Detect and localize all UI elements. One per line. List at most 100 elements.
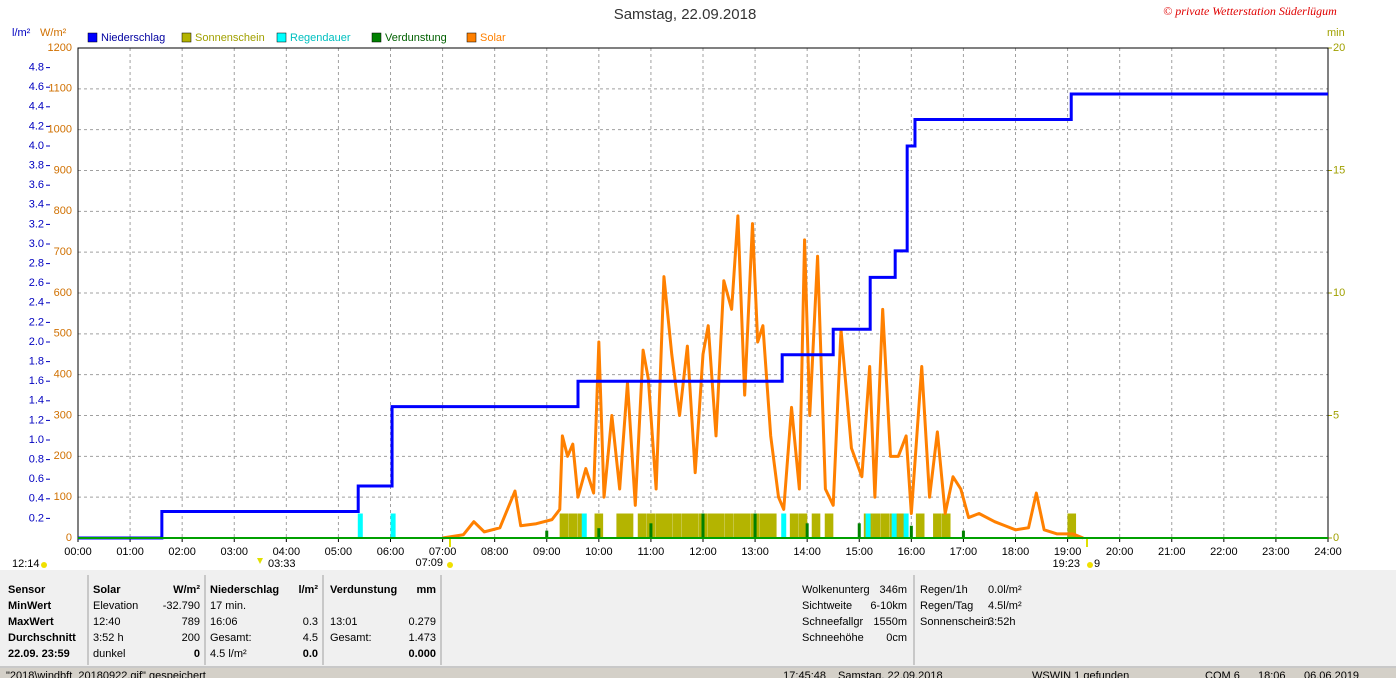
bar bbox=[767, 513, 777, 538]
x-tick-label: 08:00 bbox=[481, 546, 509, 558]
info-label: Durchschnitt bbox=[8, 632, 76, 644]
x-tick-label: 05:00 bbox=[325, 546, 353, 558]
info-label: 22.09. 23:59 bbox=[8, 648, 70, 660]
info-value: 0.3 bbox=[303, 616, 318, 628]
weather-label: Schneefallgr bbox=[802, 616, 863, 628]
x-tick-label: 07:00 bbox=[429, 546, 457, 558]
info-cell: 3:52 h bbox=[93, 632, 124, 644]
copyright: © private Wetterstation Süderlügum bbox=[1163, 4, 1337, 18]
info-cell: dunkel bbox=[93, 648, 125, 660]
status-text: 18:06 bbox=[1258, 670, 1286, 678]
x-tick-label: 24:00 bbox=[1314, 546, 1342, 558]
legend-label: Regendauer bbox=[290, 32, 351, 44]
x-tick-label: 02:00 bbox=[168, 546, 196, 558]
x-tick-label: 03:00 bbox=[220, 546, 248, 558]
y-tick-label: 4.2 bbox=[29, 120, 44, 132]
y-tick-label: 4.6 bbox=[29, 81, 44, 93]
x-tick-label: 04:00 bbox=[273, 546, 301, 558]
bar bbox=[681, 513, 691, 538]
bar bbox=[655, 513, 665, 538]
info-cell: 12:40 bbox=[93, 616, 121, 628]
x-tick-label: 12:00 bbox=[689, 546, 717, 558]
y-tick-label: 0.6 bbox=[29, 473, 44, 485]
legend-swatch bbox=[87, 32, 98, 43]
info-value: l/m² bbox=[298, 584, 318, 596]
info-cell: Elevation bbox=[93, 600, 138, 612]
weather-label: Wolkenunterg bbox=[802, 584, 870, 596]
y2-tick-label: 5 bbox=[1333, 409, 1339, 421]
x-tick-label: 13:00 bbox=[741, 546, 769, 558]
bar bbox=[597, 528, 601, 538]
y3-tick-label: 1100 bbox=[48, 83, 72, 95]
bar bbox=[581, 513, 587, 538]
y-tick-label: 0.2 bbox=[29, 512, 44, 524]
rain-label: Regen/Tag bbox=[920, 600, 973, 612]
bar bbox=[824, 513, 834, 538]
bar bbox=[707, 513, 717, 538]
info-value: 0 bbox=[194, 648, 200, 660]
weather-label: Sichtweite bbox=[802, 600, 852, 612]
rain-label: Regen/1h bbox=[920, 584, 968, 596]
legend-swatch bbox=[276, 32, 287, 43]
x-tick-label: 18:00 bbox=[1002, 546, 1030, 558]
info-label: MaxWert bbox=[8, 616, 54, 628]
info-cell: Gesamt: bbox=[210, 632, 252, 644]
bar bbox=[568, 513, 578, 538]
y-tick-label: 2.6 bbox=[29, 277, 44, 289]
bar bbox=[672, 513, 682, 538]
status-text: WSWIN 1 gefunden bbox=[1032, 670, 1129, 678]
x-tick-label: 01:00 bbox=[116, 546, 144, 558]
info-cell: 17 min. bbox=[210, 600, 246, 612]
bar bbox=[701, 513, 705, 538]
status-text: 17:45:48 bbox=[783, 670, 826, 678]
bar bbox=[724, 513, 734, 538]
y2-tick-label: 15 bbox=[1333, 164, 1345, 176]
bar bbox=[689, 513, 699, 538]
legend-swatch bbox=[371, 32, 382, 43]
bar bbox=[811, 513, 821, 538]
y-tick-label: 3.8 bbox=[29, 160, 44, 172]
annotation: 12:14 bbox=[12, 558, 40, 570]
status-text: Samstag, 22.09.2018 bbox=[838, 670, 943, 678]
sunrise-marker bbox=[447, 562, 453, 568]
info-value: mm bbox=[416, 584, 436, 596]
y-tick-label: 4.4 bbox=[29, 101, 44, 113]
moon-marker bbox=[257, 558, 263, 564]
y-tick-label: 0.8 bbox=[29, 454, 44, 466]
y2-unit: min bbox=[1327, 27, 1345, 39]
legend-label: Niederschlag bbox=[101, 32, 165, 44]
y-tick-label: 3.0 bbox=[29, 238, 44, 250]
status-bar bbox=[0, 668, 1396, 678]
info-value: -32.790 bbox=[163, 600, 200, 612]
bar bbox=[898, 513, 907, 538]
x-tick-label: 21:00 bbox=[1158, 546, 1186, 558]
x-tick-label: 15:00 bbox=[845, 546, 873, 558]
y-tick-label: 0.4 bbox=[29, 493, 44, 505]
y3-tick-label: 100 bbox=[54, 491, 72, 503]
y-tick-label: 3.2 bbox=[29, 218, 44, 230]
legend-swatch bbox=[181, 32, 192, 43]
x-tick-label: 17:00 bbox=[950, 546, 978, 558]
y-unit: l/m² bbox=[12, 27, 31, 39]
info-label: MinWert bbox=[8, 600, 52, 612]
bar bbox=[781, 513, 787, 538]
bar bbox=[941, 513, 951, 538]
weather-label: Schneehöhe bbox=[802, 632, 864, 644]
info-value: 0.279 bbox=[408, 616, 436, 628]
info-cell: Solar bbox=[93, 584, 121, 596]
info-value: 0.000 bbox=[408, 648, 436, 660]
y3-tick-label: 700 bbox=[54, 246, 72, 258]
bar bbox=[545, 530, 549, 538]
y3-tick-label: 500 bbox=[54, 328, 72, 340]
x-tick-label: 22:00 bbox=[1210, 546, 1238, 558]
info-cell: Gesamt: bbox=[330, 632, 372, 644]
x-tick-label: 10:00 bbox=[585, 546, 613, 558]
bar bbox=[909, 525, 913, 538]
bar bbox=[872, 513, 881, 538]
sun-marker bbox=[41, 562, 47, 568]
y-tick-label: 4.8 bbox=[29, 62, 44, 74]
status-text: COM 6 bbox=[1205, 670, 1240, 678]
legend-swatch bbox=[466, 32, 477, 43]
status-text: "2018\windbft_20180922.gif" gespeichert bbox=[6, 670, 206, 678]
